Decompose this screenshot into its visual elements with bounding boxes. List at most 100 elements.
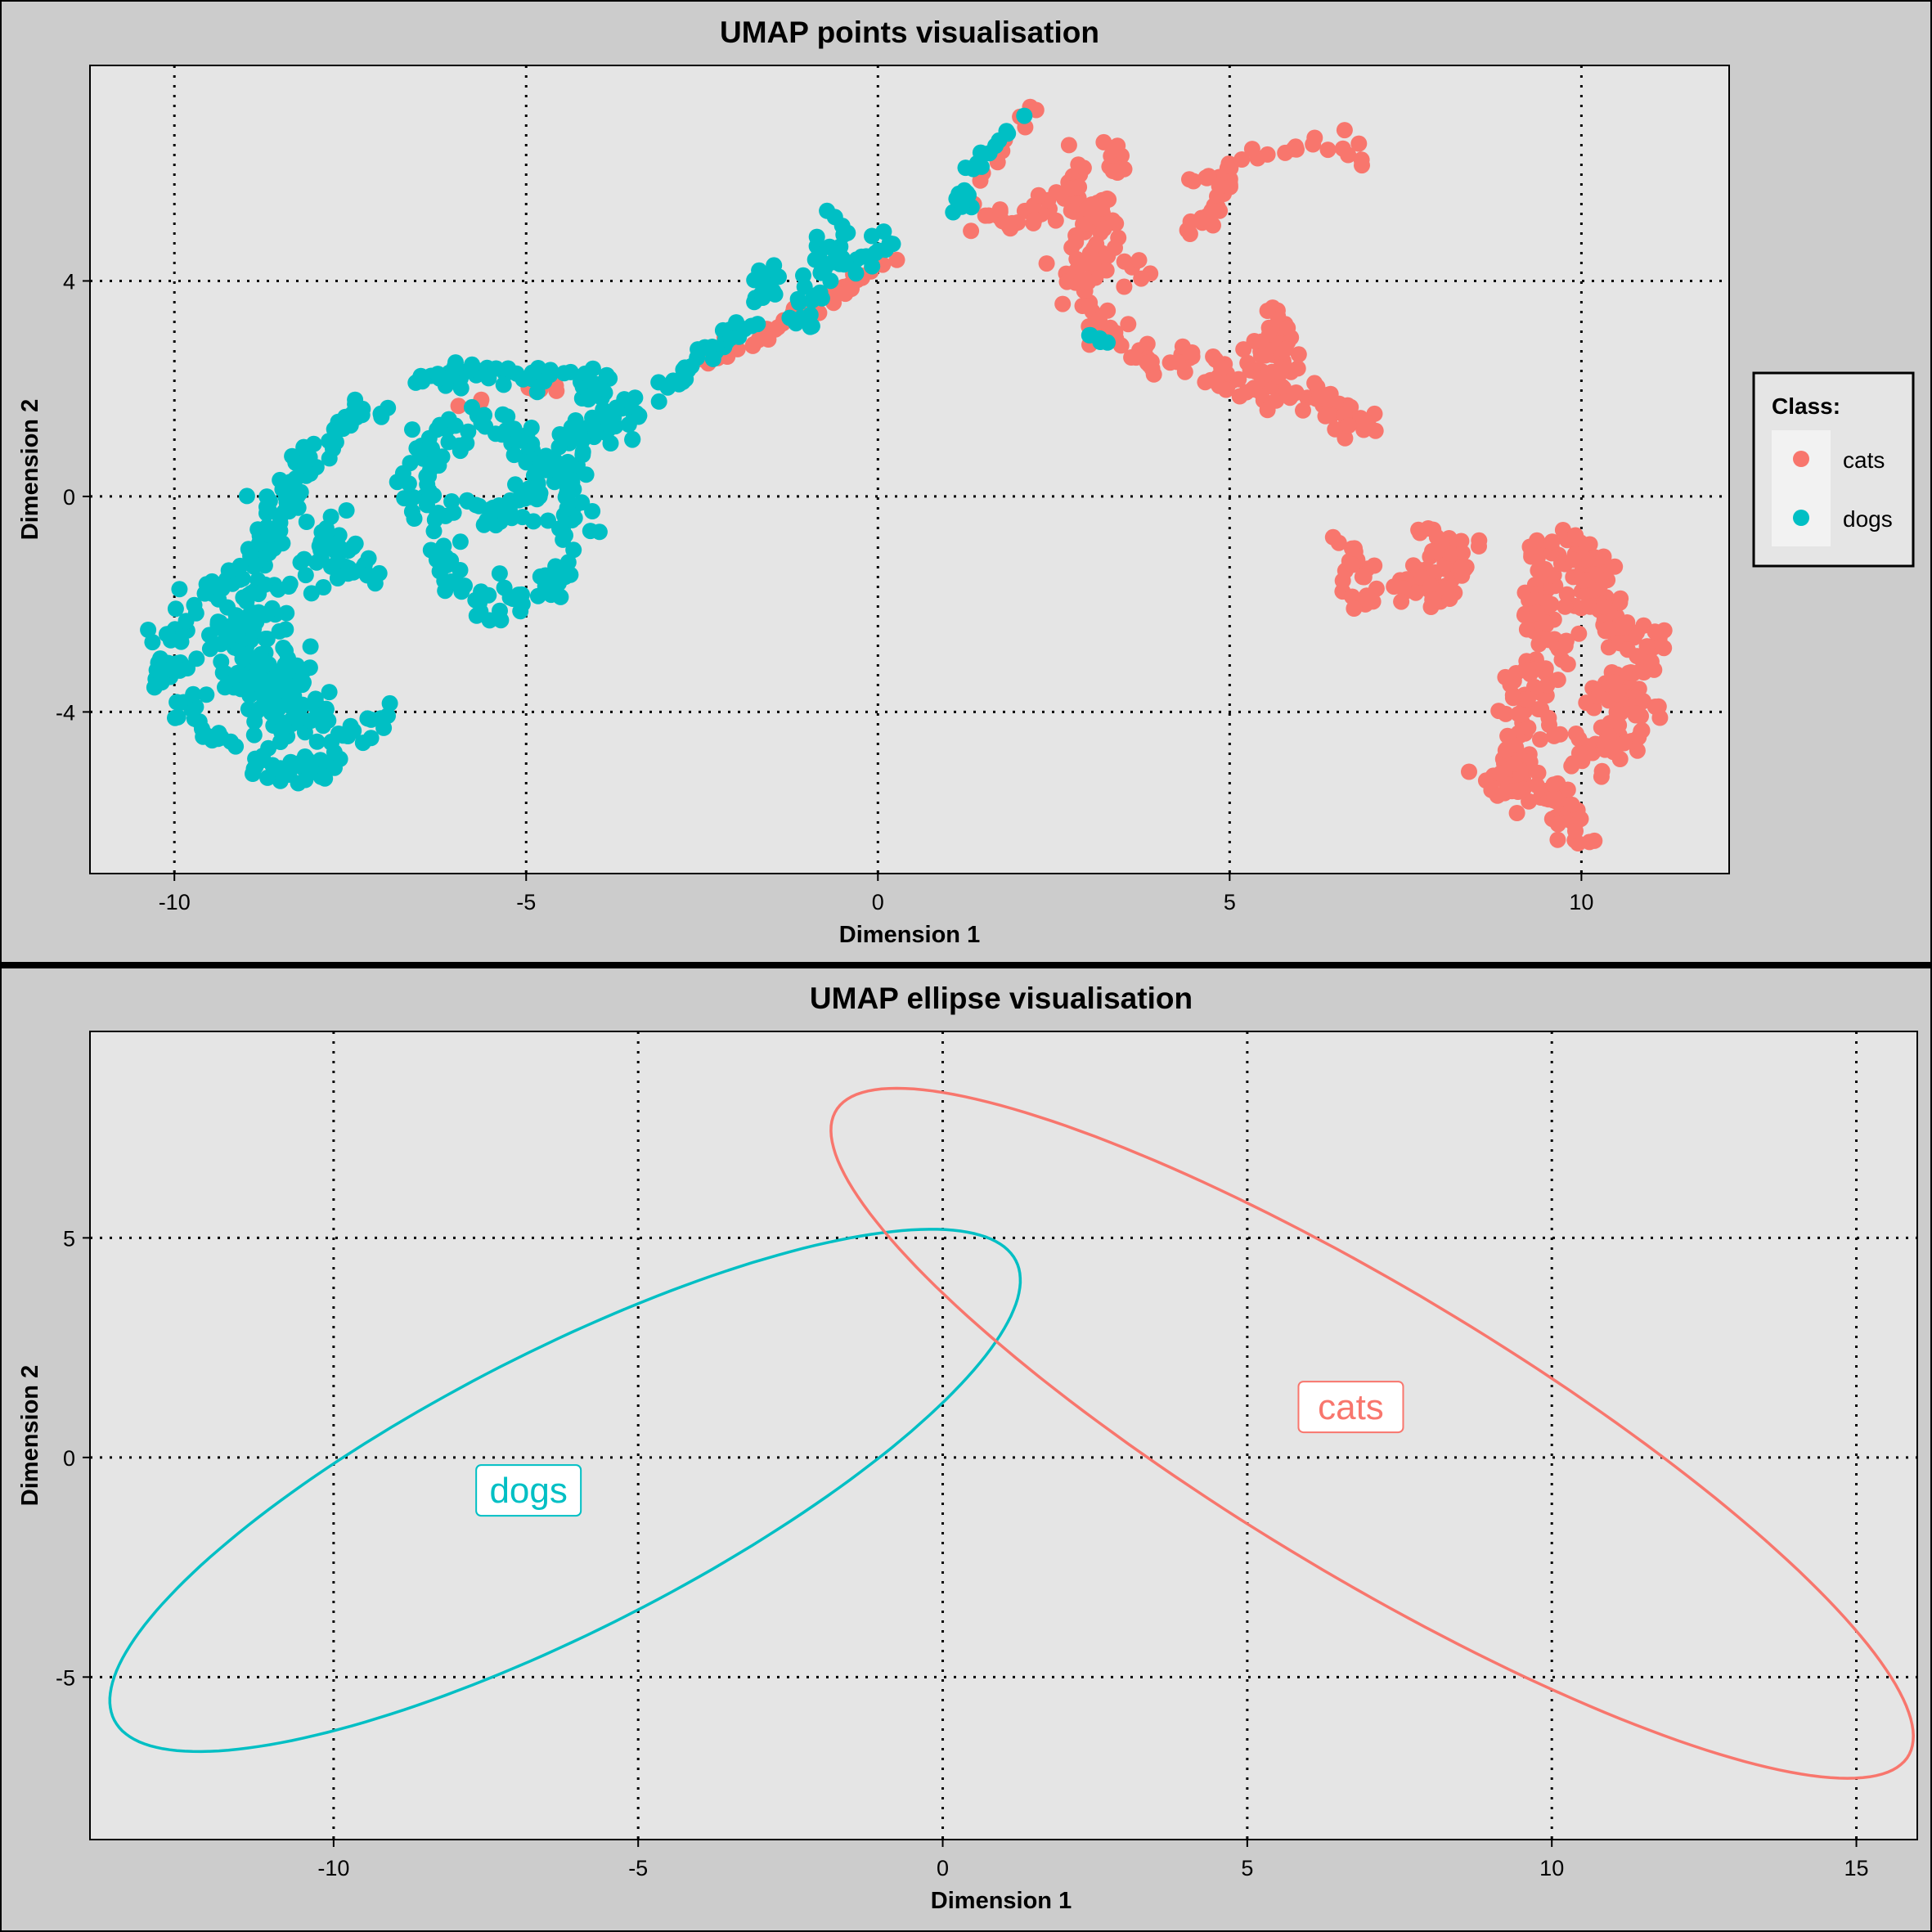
data-point-dogs bbox=[582, 373, 599, 390]
data-point-dogs bbox=[209, 613, 227, 631]
data-point-dogs bbox=[463, 361, 479, 378]
data-point-cats bbox=[1346, 540, 1363, 557]
data-point-dogs bbox=[198, 686, 215, 703]
x-tick-label: -5 bbox=[628, 1856, 648, 1880]
data-point-cats bbox=[1638, 638, 1656, 655]
data-point-dogs bbox=[338, 502, 355, 519]
data-point-dogs bbox=[144, 634, 161, 651]
data-point-dogs bbox=[858, 248, 874, 265]
points-legend: Class: cats dogs bbox=[1752, 371, 1915, 568]
data-point-cats bbox=[1290, 346, 1307, 363]
data-point-dogs bbox=[728, 314, 745, 331]
data-point-cats bbox=[1123, 349, 1140, 366]
ellipse-x-axis-label: Dimension 1 bbox=[931, 1888, 1072, 1914]
data-point-cats bbox=[1471, 537, 1487, 555]
ellipse-plot-panel bbox=[89, 1031, 1918, 1840]
data-point-cats bbox=[1273, 363, 1289, 380]
data-point-cats bbox=[1104, 163, 1121, 179]
data-point-cats bbox=[1539, 631, 1557, 649]
data-point-dogs bbox=[245, 726, 263, 744]
data-point-dogs bbox=[580, 391, 597, 408]
data-point-cats bbox=[1492, 765, 1509, 782]
data-point-dogs bbox=[159, 626, 176, 643]
data-point-dogs bbox=[290, 499, 307, 516]
data-point-cats bbox=[1068, 250, 1085, 267]
data-point-dogs bbox=[558, 486, 575, 503]
data-point-dogs bbox=[296, 456, 313, 474]
ellipse-grid bbox=[90, 1031, 1917, 1840]
data-point-dogs bbox=[460, 423, 477, 440]
data-point-cats bbox=[770, 319, 787, 336]
data-point-dogs bbox=[372, 710, 389, 727]
ellipse-label-cats: cats bbox=[1318, 1387, 1384, 1427]
data-point-cats bbox=[1595, 548, 1612, 565]
data-point-dogs bbox=[424, 455, 441, 472]
data-point-cats bbox=[1259, 146, 1276, 163]
data-point-cats bbox=[888, 251, 905, 268]
data-point-dogs bbox=[467, 496, 484, 514]
data-point-cats bbox=[1608, 703, 1625, 721]
data-point-dogs bbox=[276, 656, 294, 673]
data-point-dogs bbox=[405, 489, 422, 506]
data-point-cats bbox=[1422, 599, 1440, 615]
data-point-cats bbox=[1334, 140, 1351, 157]
ellipse-label-dogs: dogs bbox=[489, 1471, 567, 1511]
data-point-dogs bbox=[864, 227, 880, 245]
data-point-dogs bbox=[547, 558, 564, 575]
data-point-dogs bbox=[217, 679, 233, 696]
data-point-cats bbox=[1306, 129, 1323, 146]
data-point-dogs bbox=[587, 422, 604, 439]
data-point-cats bbox=[1504, 690, 1521, 707]
data-point-dogs bbox=[242, 585, 259, 602]
data-point-cats bbox=[1067, 233, 1085, 250]
data-point-dogs bbox=[275, 717, 292, 734]
data-point-dogs bbox=[415, 369, 431, 386]
data-point-dogs bbox=[650, 393, 667, 410]
data-point-cats bbox=[1519, 663, 1536, 680]
data-point-dogs bbox=[445, 504, 462, 521]
data-point-cats bbox=[1575, 572, 1592, 589]
data-point-dogs bbox=[546, 451, 563, 468]
points-layer bbox=[140, 98, 1673, 851]
data-point-cats bbox=[1213, 359, 1230, 376]
data-point-dogs bbox=[239, 646, 256, 663]
data-point-cats bbox=[1094, 200, 1111, 217]
data-point-dogs bbox=[406, 510, 423, 527]
data-point-dogs bbox=[238, 487, 255, 505]
data-point-cats bbox=[1441, 591, 1458, 607]
data-point-dogs bbox=[297, 567, 314, 584]
data-point-cats bbox=[1586, 832, 1603, 849]
data-point-cats bbox=[1565, 551, 1582, 568]
data-point-cats bbox=[1549, 831, 1566, 848]
data-point-cats bbox=[1633, 722, 1651, 739]
data-point-cats bbox=[1606, 558, 1624, 575]
data-point-dogs bbox=[473, 415, 490, 432]
data-point-dogs bbox=[435, 369, 452, 386]
data-point-cats bbox=[1497, 742, 1514, 759]
data-point-dogs bbox=[305, 435, 322, 452]
data-point-dogs bbox=[201, 627, 218, 644]
data-point-dogs bbox=[153, 674, 170, 691]
data-point-dogs bbox=[187, 699, 204, 716]
data-point-cats bbox=[1570, 744, 1588, 762]
data-point-dogs bbox=[968, 155, 986, 172]
data-point-dogs bbox=[790, 294, 807, 311]
data-point-cats bbox=[1233, 151, 1251, 168]
legend-title: Class: bbox=[1772, 393, 1840, 419]
ellipse-label-box-dogs bbox=[475, 1464, 582, 1517]
legend-label-dogs: dogs bbox=[1843, 506, 1893, 532]
data-point-dogs bbox=[222, 733, 240, 750]
data-point-cats bbox=[1184, 344, 1201, 361]
data-point-dogs bbox=[565, 541, 582, 559]
data-point-dogs bbox=[275, 640, 292, 656]
data-point-cats bbox=[1253, 333, 1270, 350]
data-point-cats bbox=[991, 201, 1009, 218]
points-axis-ticks: -10 -5 0 5 10 -4 0 4 bbox=[56, 269, 1593, 914]
data-point-cats bbox=[1238, 384, 1255, 401]
data-point-dogs bbox=[683, 357, 700, 375]
data-point-cats bbox=[1546, 727, 1562, 744]
y-tick-label: -4 bbox=[56, 700, 75, 725]
x-tick-label: 5 bbox=[1224, 890, 1236, 914]
points-chart: UMAP points visualisation -10 -5 0 5 10-404 … bbox=[2, 2, 1930, 962]
